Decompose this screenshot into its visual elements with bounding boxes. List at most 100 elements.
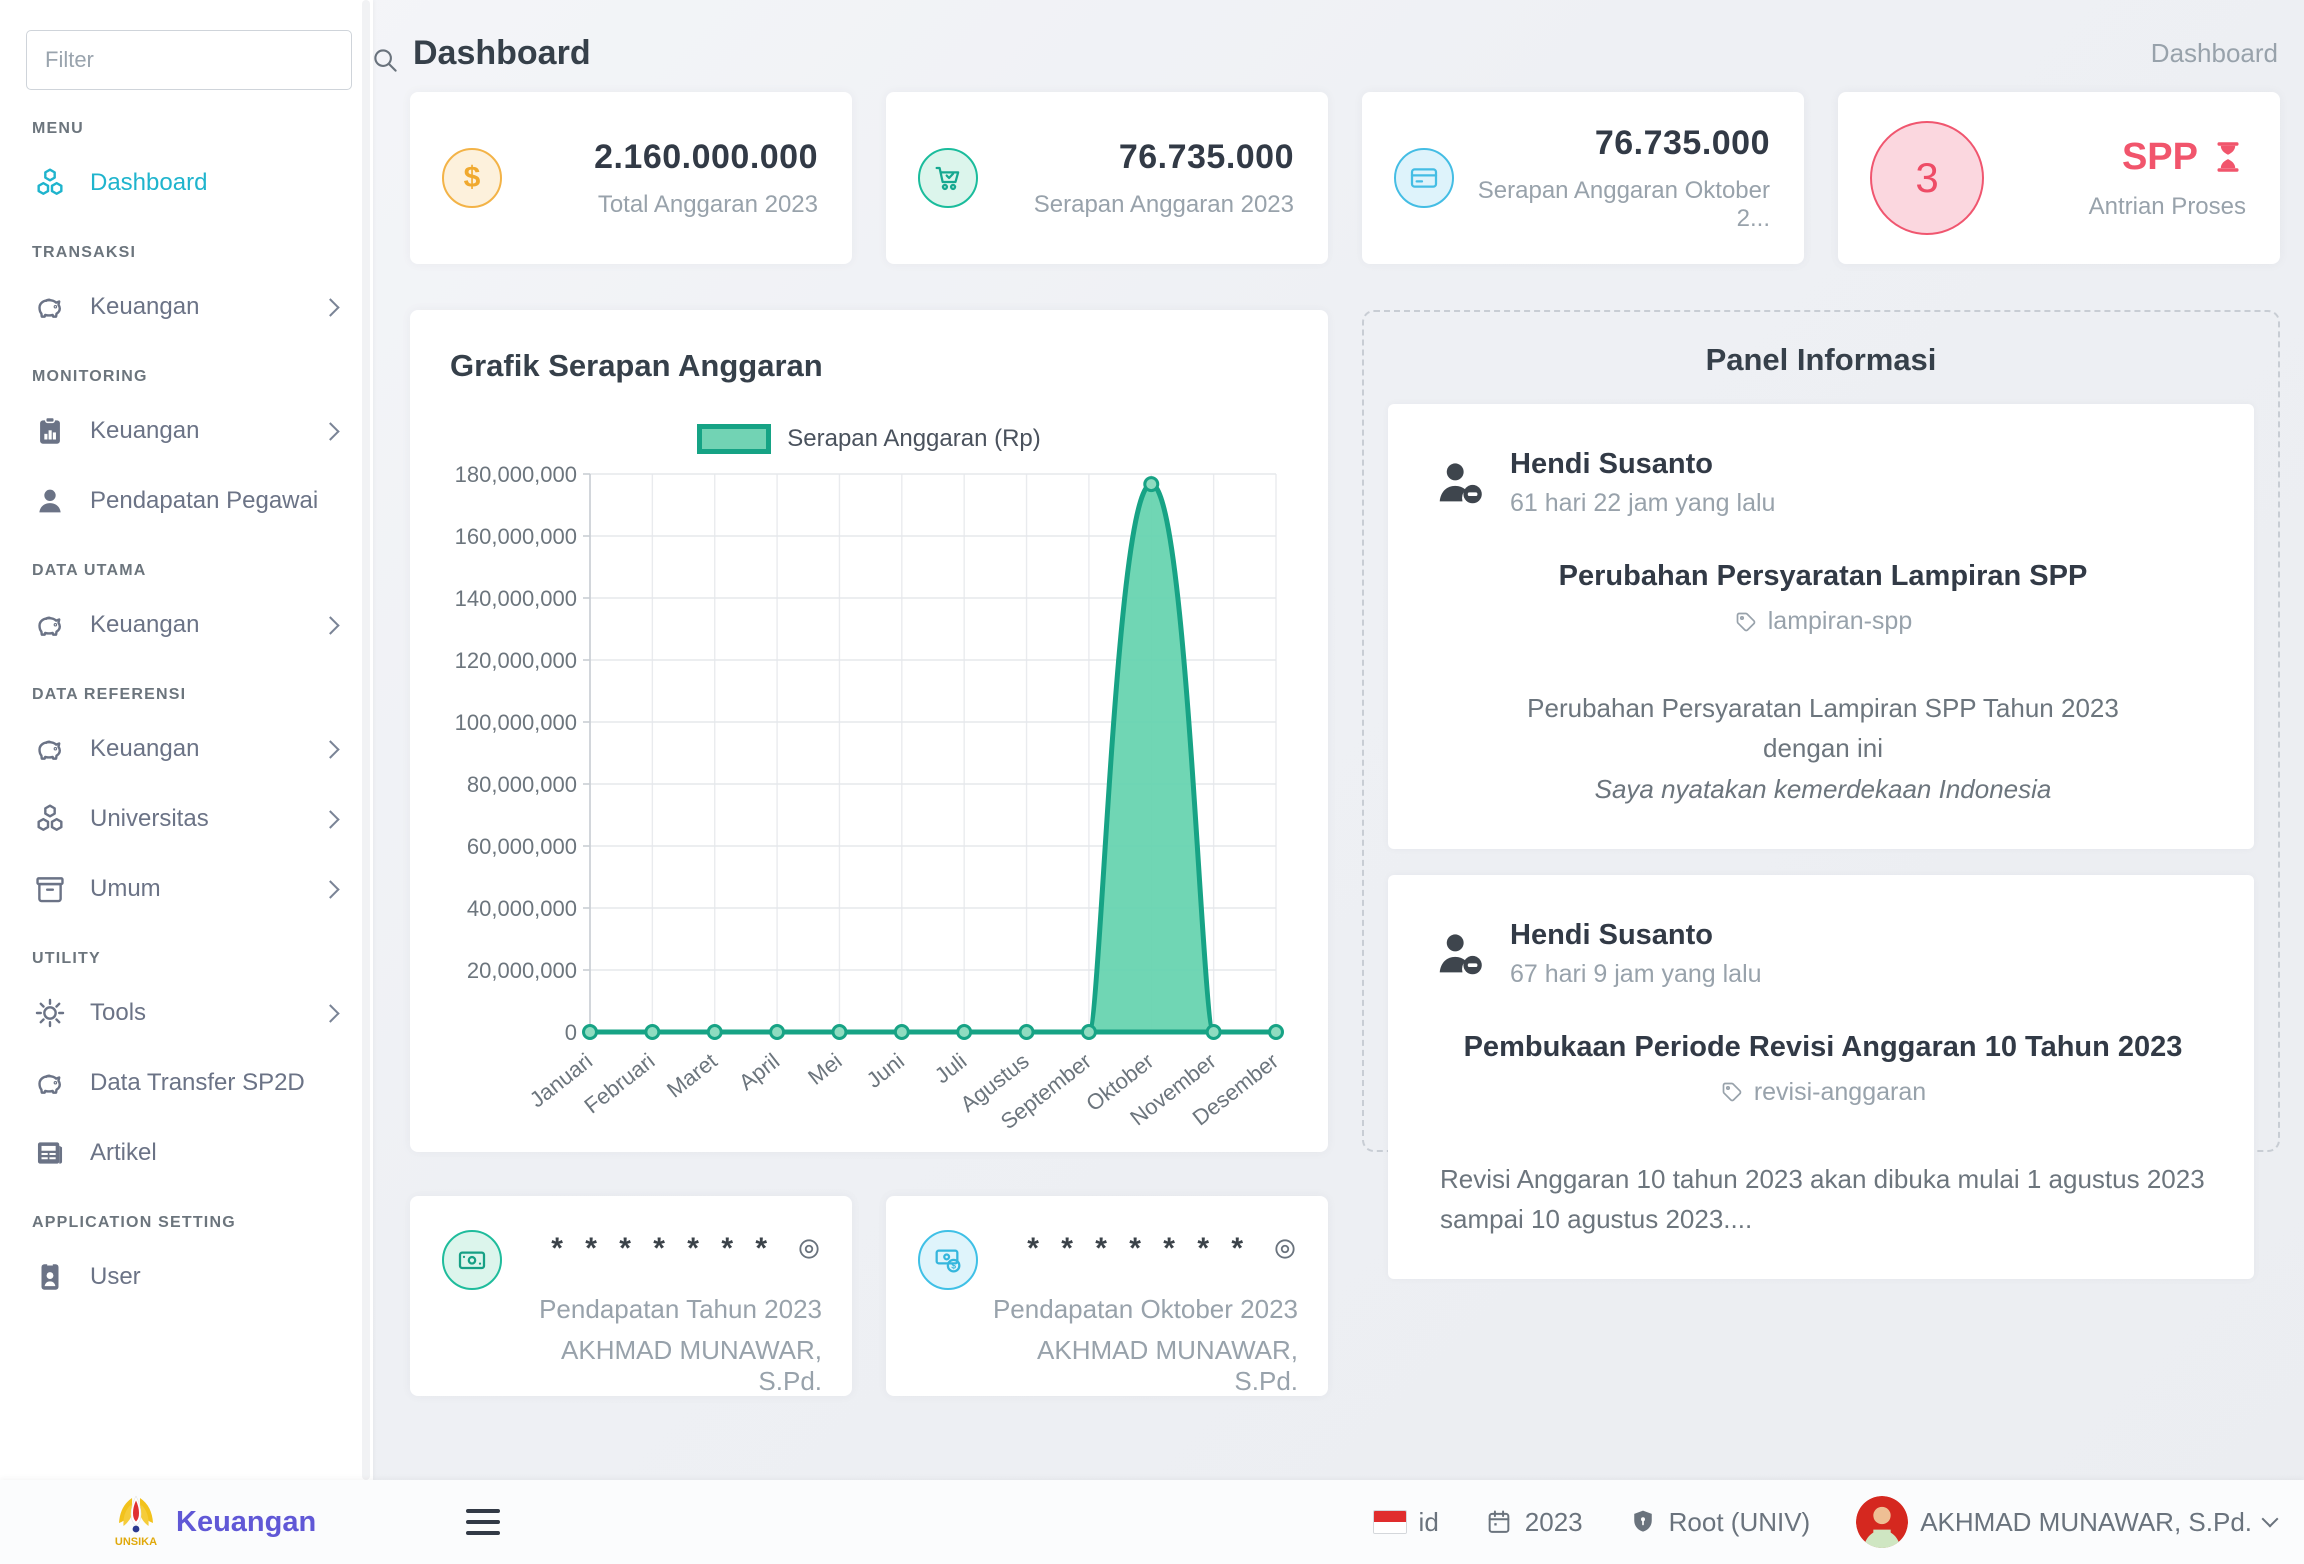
user-menu[interactable]: AKHMAD MUNAWAR, S.Pd.: [1856, 1496, 2279, 1548]
stat-card-spp-antrian: 3 SPP Antrian Proses: [1838, 92, 2280, 264]
svg-text:140,000,000: 140,000,000: [455, 586, 577, 611]
user-icon: [32, 483, 68, 519]
sidebar-item-user[interactable]: User: [0, 1242, 373, 1312]
eye-icon[interactable]: [1272, 1236, 1298, 1262]
svg-text:40,000,000: 40,000,000: [467, 896, 577, 921]
legend-swatch: [697, 424, 772, 454]
stat-card-serapan-anggaran: 76.735.000 Serapan Anggaran 2023: [886, 92, 1328, 264]
hourglass-icon: [2217, 142, 2239, 172]
shield-icon: [1633, 1510, 1652, 1532]
notification-tag[interactable]: revisi-anggaran: [1753, 1077, 1927, 1106]
user-minus-avatar-icon: [1432, 925, 1490, 983]
stat-card-total-anggaran: $ 2.160.000.000 Total Anggaran 2023: [410, 92, 852, 264]
income-card-oktober: $ * * * * * * * Pendapatan Oktober 2023 …: [886, 1196, 1328, 1396]
notification-tag[interactable]: lampiran-spp: [1767, 607, 1913, 635]
sidebar-item-keuangan-transaksi[interactable]: Keuangan: [0, 272, 373, 342]
sidebar-item-keuangan-data-utama[interactable]: Keuangan: [0, 590, 373, 660]
section-label-transaksi: TRANSAKSI: [32, 244, 137, 261]
role-selector[interactable]: Root (UNIV): [1629, 1507, 1810, 1538]
language-code: id: [1418, 1506, 1439, 1537]
breadcrumb[interactable]: Dashboard: [2150, 37, 2278, 68]
sidebar-item-dashboard[interactable]: Dashboard: [0, 148, 373, 218]
sidebar-item-data-transfer-sp2d[interactable]: Data Transfer SP2D: [0, 1048, 373, 1118]
notification-author: Hendi Susanto: [1510, 448, 1714, 480]
menu-toggle-icon[interactable]: [466, 1509, 501, 1535]
sidebar-item-label: Universitas: [90, 805, 209, 832]
chevron-down-icon: [2261, 1510, 2279, 1528]
banknote-icon: [442, 1230, 502, 1290]
piggy-bank-icon: [32, 1065, 68, 1101]
sidebar-item-label: Keuangan: [90, 293, 200, 320]
legend-label: Serapan Anggaran (Rp): [787, 425, 1041, 452]
app-brand[interactable]: UNSIKA Keuangan: [110, 1492, 316, 1552]
notification-body: Revisi Anggaran 10 tahun 2023 akan dibuk…: [1440, 1163, 2205, 1235]
chevron-right-icon: [321, 297, 340, 317]
chevron-right-icon: [321, 615, 340, 635]
sidebar-item-label: Data Transfer SP2D: [90, 1069, 305, 1096]
notification-item[interactable]: Hendi Susanto 61 hari 22 jam yang lalu P…: [1388, 404, 2254, 849]
unsika-logo: UNSIKA: [115, 1495, 157, 1548]
user-name: AKHMAD MUNAWAR, S.Pd.: [1920, 1506, 2252, 1537]
year-selector[interactable]: 2023: [1485, 1507, 1583, 1538]
masked-income-value: * * * * * * *: [1027, 1232, 1250, 1265]
sidebar-item-label: User: [90, 1263, 141, 1290]
filter-input[interactable]: [26, 30, 352, 90]
money-dollar-icon: $: [918, 1230, 978, 1290]
svg-text:$: $: [951, 1260, 956, 1270]
sidebar-item-umum[interactable]: Umum: [0, 854, 373, 924]
eye-icon[interactable]: [796, 1236, 822, 1262]
svg-text:180,000,000: 180,000,000: [455, 462, 577, 487]
newspaper-icon: [32, 1135, 68, 1171]
dollar-icon: $: [442, 148, 502, 208]
stat-label: Serapan Anggaran Oktober 2...: [1477, 176, 1770, 232]
bottom-bar: UNSIKA Keuangan id 2023 Root (UNIV) AKHM…: [0, 1480, 2304, 1564]
sidebar-item-tools[interactable]: Tools: [0, 978, 373, 1048]
sidebar-item-label: Keuangan: [90, 417, 200, 444]
sidebar-item-artikel[interactable]: Artikel: [0, 1118, 373, 1188]
sidebar-item-universitas[interactable]: Universitas: [0, 784, 373, 854]
sidebar-item-label: Tools: [90, 999, 147, 1026]
cart-check-icon: [918, 148, 978, 208]
sidebar-scrollbar[interactable]: [362, 0, 370, 1480]
notification-time: 61 hari 22 jam yang lalu: [1510, 489, 1776, 517]
search-icon[interactable]: [370, 45, 400, 75]
notification-body-line: Perubahan Persyaratan Lampiran SPP Tahun…: [1527, 693, 2119, 723]
section-label-data-referensi: DATA REFERENSI: [32, 686, 187, 703]
sidebar-item-label: Artikel: [90, 1139, 157, 1166]
sidebar: MENU Dashboard TRANSAKSI Keuangan MONITO…: [0, 0, 397, 1480]
svg-text:20,000,000: 20,000,000: [467, 958, 577, 983]
sidebar-item-keuangan-referensi[interactable]: Keuangan: [0, 714, 373, 784]
income-person: AKHMAD MUNAWAR, S.Pd.: [1037, 1335, 1298, 1396]
clipboard-chart-icon: [32, 413, 68, 449]
section-label-data-utama: DATA UTAMA: [32, 562, 147, 579]
chart-card: Grafik Serapan Anggaran Serapan Anggaran…: [410, 310, 1328, 1152]
masked-income-value: * * * * * * *: [551, 1232, 774, 1265]
sidebar-item-pendapatan-pegawai[interactable]: Pendapatan Pegawai: [0, 466, 373, 536]
notification-title: Perubahan Persyaratan Lampiran SPP: [1558, 560, 2088, 592]
sidebar-item-keuangan-monitoring[interactable]: Keuangan: [0, 396, 373, 466]
sidebar-item-label: Dashboard: [90, 169, 208, 196]
section-label-utility: UTILITY: [32, 950, 101, 967]
queue-count-badge: 3: [1870, 121, 1984, 235]
income-label: Pendapatan Oktober 2023: [992, 1294, 1298, 1324]
income-label: Pendapatan Tahun 2023: [539, 1294, 822, 1324]
svg-text:100,000,000: 100,000,000: [455, 710, 577, 735]
notification-item[interactable]: Hendi Susanto 67 hari 9 jam yang lalu Pe…: [1388, 874, 2254, 1280]
sidebar-item-label: Keuangan: [90, 611, 200, 638]
chevron-right-icon: [321, 879, 340, 899]
main-content: Dashboard Dashboard $ 2.160.000.000 Tota…: [373, 0, 2304, 1480]
chevron-right-icon: [321, 1003, 340, 1023]
section-label-monitoring: MONITORING: [32, 368, 148, 385]
svg-text:April: April: [734, 1048, 784, 1095]
indonesia-flag-icon: [1372, 1510, 1407, 1534]
chevron-right-icon: [321, 421, 340, 441]
svg-text:160,000,000: 160,000,000: [455, 524, 577, 549]
section-label-menu: MENU: [32, 120, 84, 137]
income-card-tahun: * * * * * * * Pendapatan Tahun 2023 AKHM…: [410, 1196, 852, 1396]
language-switcher[interactable]: id: [1372, 1506, 1439, 1538]
cubes-icon: [32, 801, 68, 837]
svg-text:Februari: Februari: [579, 1048, 659, 1118]
chart-title: Grafik Serapan Anggaran: [450, 348, 823, 383]
svg-text:Mei: Mei: [803, 1048, 846, 1090]
info-panel-title: Panel Informasi: [1705, 342, 1937, 377]
